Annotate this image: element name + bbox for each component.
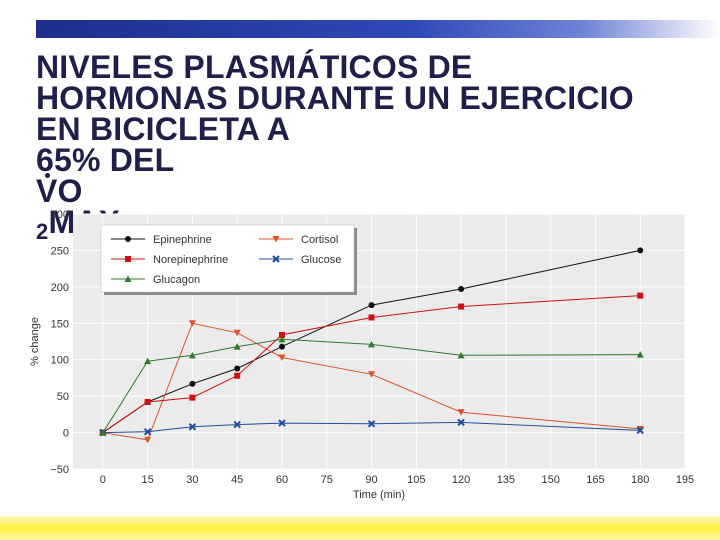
data-point-glucose (278, 419, 286, 427)
legend-swatch-marker (272, 255, 280, 263)
data-point-glucose (457, 418, 465, 427)
data-point-glucagon (188, 351, 196, 359)
x-tick-label: 150 (541, 474, 559, 486)
hormone-line-chart: −50 0 50 100 150 200 250 300 0 15 30 45 60 75 90 105 120… (29, 209, 694, 501)
legend-swatch-marker (124, 275, 132, 282)
y-tick-label: 150 (51, 318, 69, 330)
data-point-epinephrine (368, 302, 375, 309)
x-tick-label: 45 (231, 474, 243, 486)
legend-swatch-marker (272, 236, 280, 243)
data-point-cortisol (457, 409, 465, 416)
data-point-glucose (188, 423, 197, 431)
x-tick-label: 105 (407, 474, 425, 486)
data-point-norepinephrine (458, 303, 465, 310)
data-point-cortisol (233, 329, 241, 337)
series-line-norepinephrine (102, 295, 641, 434)
x-tick-label: 30 (186, 474, 198, 486)
x-tick-label: 75 (321, 474, 333, 486)
x-tick-label: 180 (631, 474, 649, 486)
x-tick-label: 120 (452, 474, 470, 486)
y-tick-label: 50 (57, 391, 69, 403)
x-axis-label: Time (min) (353, 489, 405, 501)
data-point-epinephrine (189, 380, 196, 387)
legend-label: Glucagon (153, 274, 200, 286)
data-point-epinephrine (278, 343, 285, 350)
series-line-glucagon (102, 338, 641, 433)
legend-swatch-marker (125, 256, 131, 262)
data-point-norepinephrine (637, 292, 644, 299)
legend-swatch-marker (125, 236, 131, 242)
data-point-norepinephrine (278, 331, 285, 338)
y-tick-label: 250 (51, 245, 69, 257)
title-subscript: 2 (36, 219, 49, 244)
data-point-glucagon (636, 351, 644, 358)
data-point-norepinephrine (368, 314, 375, 321)
y-tick-label: 0 (63, 428, 69, 440)
title-vo: VO (36, 173, 83, 209)
data-point-cortisol (144, 436, 152, 444)
x-tick-label: 165 (586, 474, 604, 486)
data-point-glucose (233, 420, 241, 429)
y-axis-label: % change (29, 317, 41, 366)
x-tick-label: 195 (676, 474, 694, 486)
y-tick-label: 100 (51, 355, 69, 367)
top-accent-bar (36, 20, 720, 38)
data-point-glucagon (278, 335, 286, 343)
x-tick-label: 15 (142, 474, 154, 486)
data-point-glucagon (144, 357, 152, 365)
title-line-3: EN BICICLETA A (36, 111, 291, 147)
data-point-glucagon (457, 351, 465, 359)
y-tick-label: 200 (51, 282, 69, 294)
data-point-epinephrine (637, 247, 644, 254)
data-point-glucose (636, 426, 644, 435)
series-line-glucose (102, 421, 641, 434)
title-line-2: HORMONAS DURANTE UN EJERCICIO (36, 80, 634, 116)
legend-label: Cortisol (301, 234, 338, 246)
data-point-cortisol (188, 320, 196, 327)
data-point-norepinephrine (144, 398, 151, 405)
data-point-glucagon (99, 429, 107, 436)
x-tick-label: 90 (365, 474, 377, 486)
data-point-cortisol (368, 371, 376, 378)
bottom-accent-bar (0, 516, 720, 540)
data-point-cortisol (278, 354, 286, 362)
data-point-norepinephrine (189, 394, 196, 401)
x-tick-label: 135 (497, 474, 515, 486)
series-line-cortisol (102, 322, 641, 441)
x-tick-label: 0 (100, 474, 106, 486)
data-point-epinephrine (234, 365, 241, 372)
data-point-glucose (367, 420, 376, 428)
y-tick-label: −50 (50, 464, 69, 476)
x-tick-label: 60 (276, 474, 288, 486)
title-line-1: NIVELES PLASMÁTICOS DE (36, 49, 473, 85)
data-point-glucose (143, 428, 152, 436)
y-tick-label: 300 (51, 209, 69, 221)
data-point-glucagon (233, 343, 241, 350)
legend-label: Glucose (301, 254, 341, 266)
series-line-epinephrine (102, 249, 641, 434)
data-point-norepinephrine (234, 372, 241, 379)
data-point-glucagon (368, 340, 376, 348)
legend-label: Norepinephrine (153, 254, 228, 266)
data-point-epinephrine (458, 286, 465, 293)
legend-label: Epinephrine (153, 234, 212, 246)
title-prefix: 65% DEL (36, 142, 183, 178)
vo2-dot: VO (36, 173, 634, 209)
